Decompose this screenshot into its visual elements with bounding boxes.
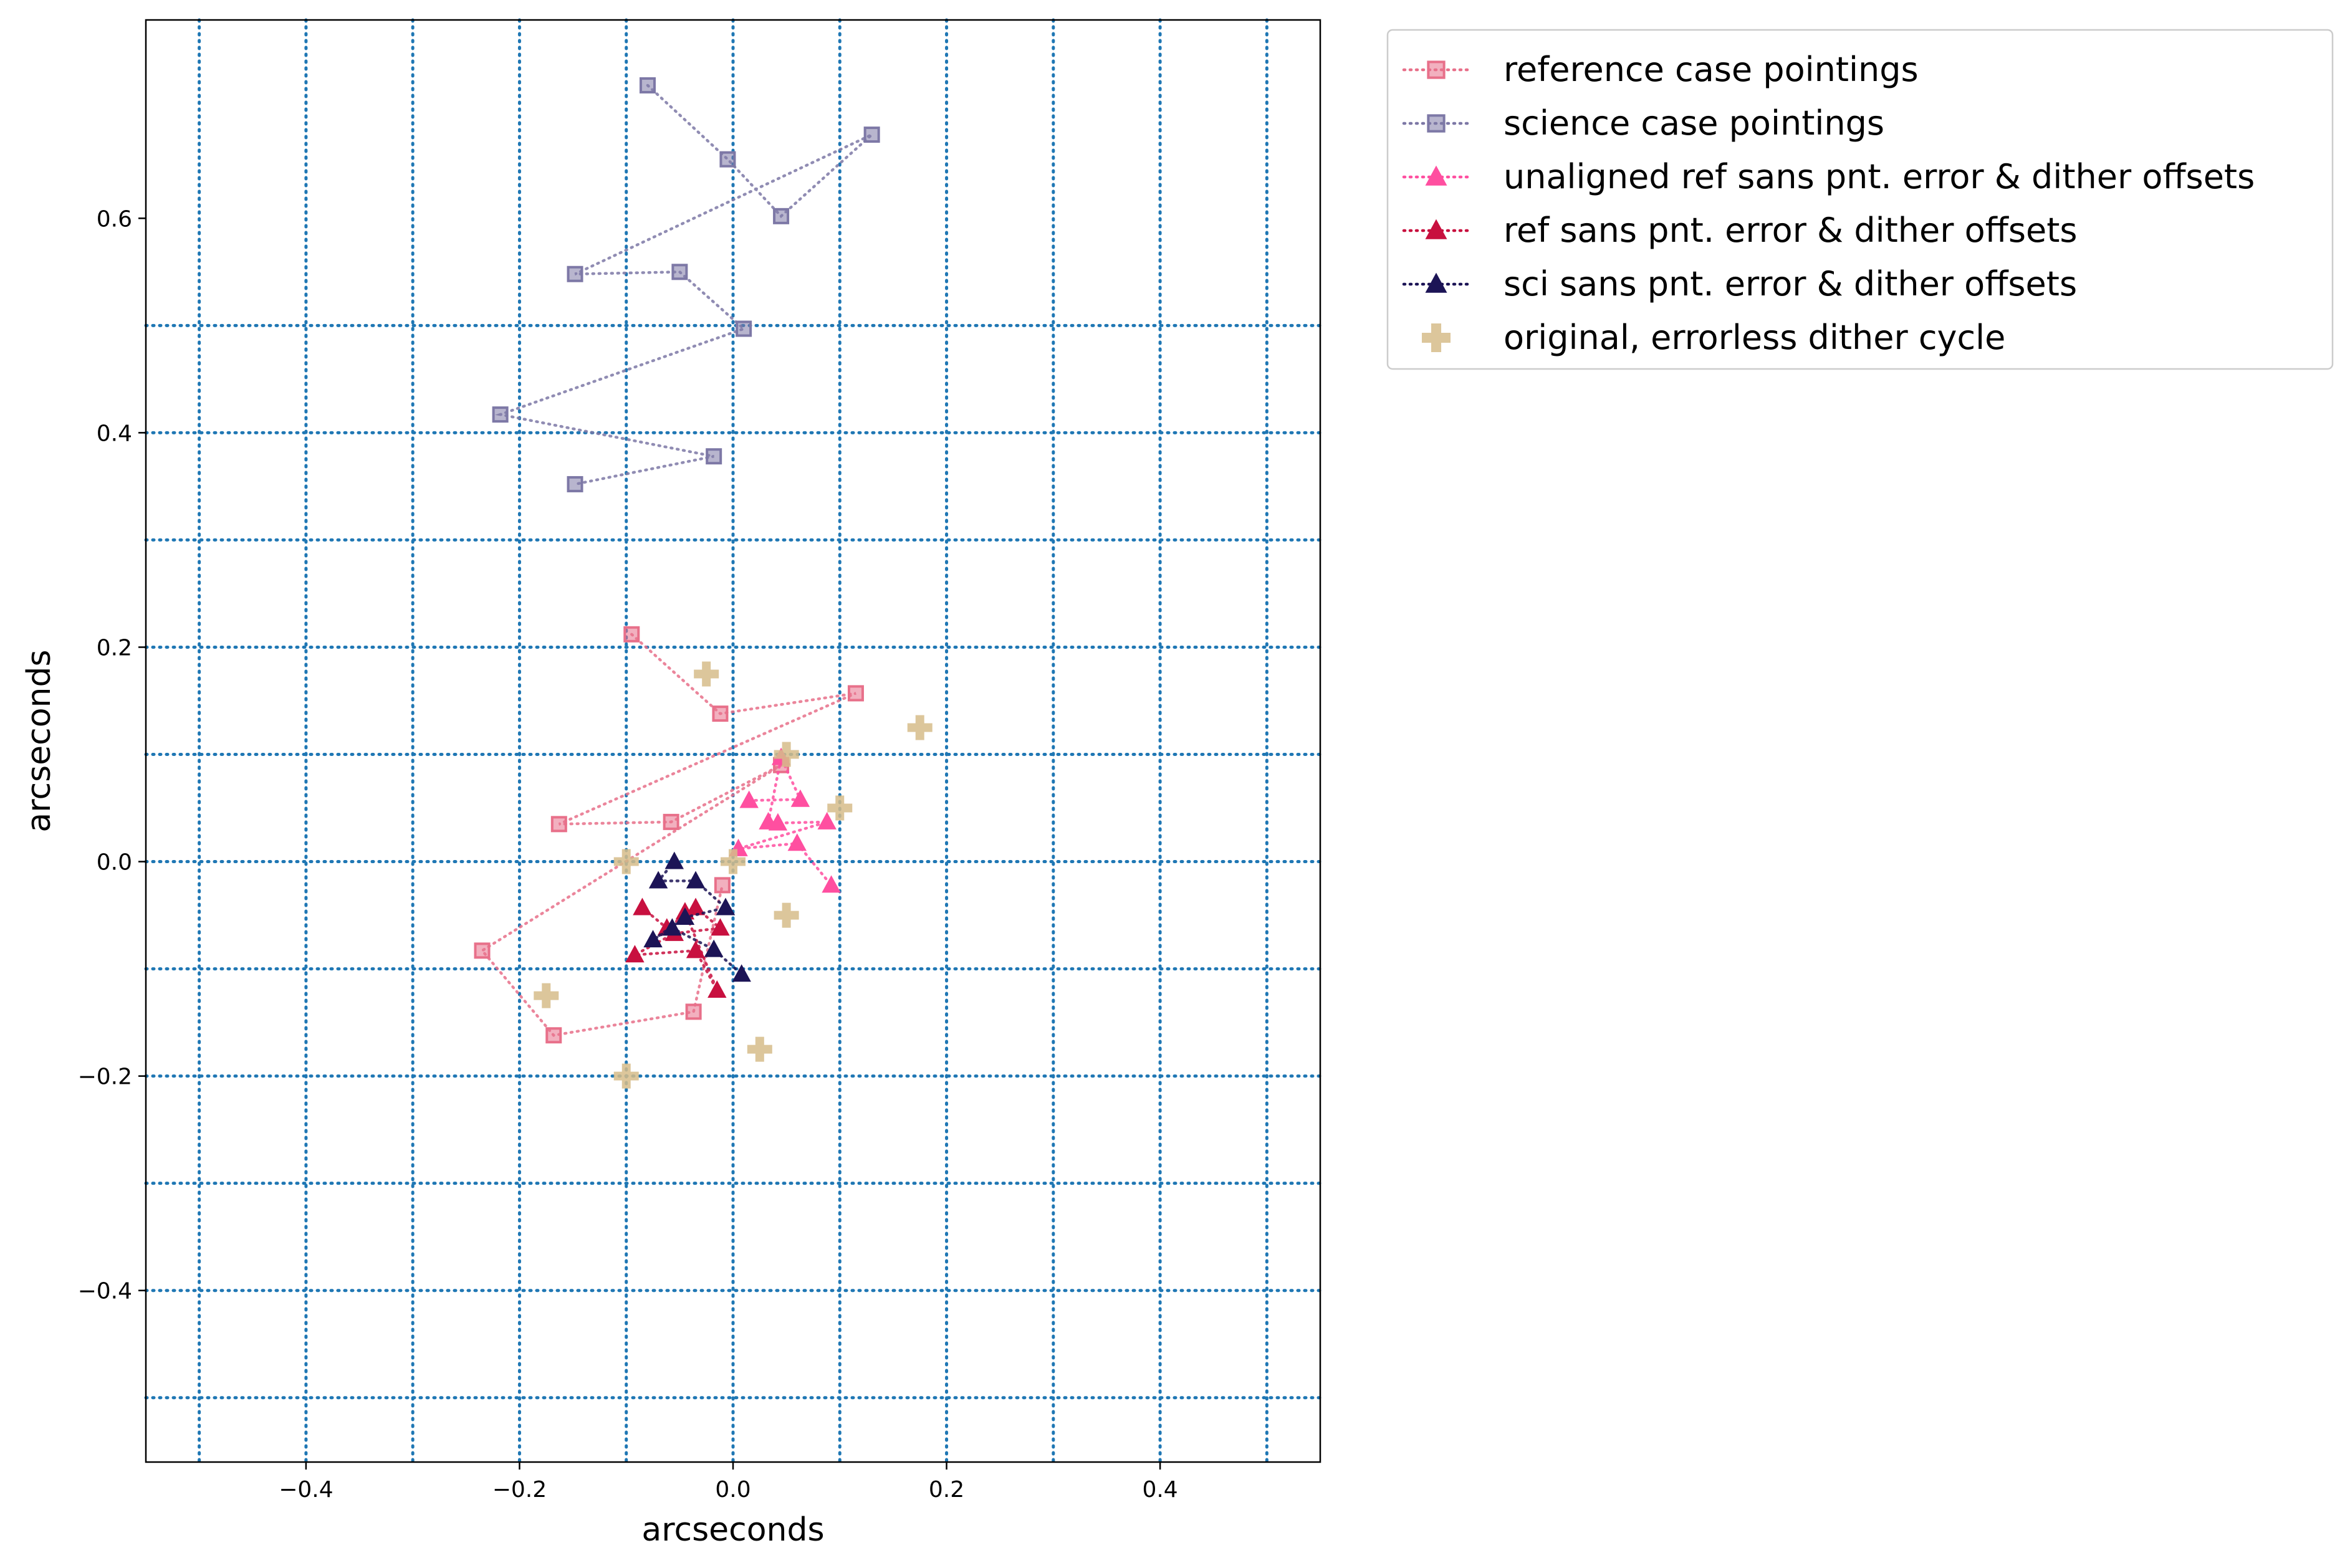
legend-marker [1425,219,1447,239]
legend-item: original, errorless dither cycle [1422,318,2005,357]
y-tick-label: 0.2 [97,635,132,661]
data-point [732,964,751,982]
data-point [736,320,752,337]
data-point [685,1003,702,1020]
legend-label: sci sans pnt. error & dither offsets [1504,264,2077,304]
data-point [686,871,706,889]
data-point [534,983,559,1008]
legend-marker [1427,60,1446,79]
legend-label: unaligned ref sans pnt. error & dither o… [1504,157,2255,196]
legend-label: reference case pointings [1504,50,1919,89]
series-5 [534,661,933,1089]
data-point [790,789,810,807]
data-point [648,871,668,889]
data-point [714,877,731,894]
data-point [567,476,583,492]
grid [144,18,1322,1464]
series-line [480,633,856,1037]
data-point [719,151,736,168]
data-point [747,1036,772,1062]
legend-label: original, errorless dither cycle [1504,318,2005,357]
y-tick-label: −0.4 [78,1279,132,1304]
legend-item: unaligned ref sans pnt. error & dither o… [1402,157,2255,196]
y-tick-label: 0.6 [97,206,132,232]
data-point [787,833,807,851]
data-point [739,790,759,808]
data-point [625,945,645,963]
y-axis-title: arcseconds [21,649,58,832]
plot-area [144,18,1322,1464]
data-point [827,795,853,821]
data-point [774,742,799,767]
series-layer [474,77,933,1089]
data-point [686,897,706,915]
data-point [686,940,706,958]
data-point [716,897,736,915]
legend-marker [1425,165,1447,186]
y-axis: −0.4 −0.2 0.0 0.2 0.4 0.6 [78,206,146,1304]
data-point [704,939,724,957]
data-point [633,897,652,915]
data-point [847,685,864,702]
legend-label: science case pointings [1504,103,1884,143]
data-point [907,715,933,740]
x-tick-label: −0.4 [279,1477,333,1503]
data-point [675,907,695,925]
data-point [613,849,639,874]
legend-marker [1425,272,1447,293]
data-point [706,448,722,465]
x-axis: −0.4 −0.2 0.0 0.2 0.4 [279,1462,1178,1503]
data-point [474,942,491,959]
y-tick-label: −0.2 [78,1064,132,1090]
legend-label: ref sans pnt. error & dither offsets [1504,211,2078,250]
data-point [817,811,837,829]
legend-marker [1422,323,1451,352]
y-tick-label: 0.4 [97,421,132,446]
x-axis-title: arcseconds [641,1511,824,1549]
data-point [663,918,682,936]
data-point [711,918,730,936]
data-point [773,208,790,224]
x-tick-label: −0.2 [492,1477,547,1503]
data-point [664,851,684,869]
data-point [774,902,799,928]
x-tick-label: 0.0 [715,1477,751,1503]
legend-item: ref sans pnt. error & dither offsets [1402,211,2078,250]
data-point [712,705,729,722]
data-point [768,813,788,831]
data-point [492,406,509,423]
data-point [550,816,567,833]
data-point [721,849,746,874]
data-point [822,875,841,893]
data-point [663,813,679,830]
legend-item: sci sans pnt. error & dither offsets [1402,264,2077,304]
series-4 [643,851,751,982]
data-point [643,930,663,948]
legend: reference case pointings science case poi… [1386,29,2334,370]
legend-item: reference case pointings [1402,50,1919,89]
series-1 [492,77,880,492]
data-point [707,980,727,998]
data-point [671,264,688,280]
data-point [545,1027,562,1044]
y-tick-label: 0.0 [97,850,132,876]
x-tick-label: 0.4 [1142,1477,1177,1503]
data-point [567,265,583,282]
x-tick-label: 0.2 [929,1477,964,1503]
data-point [639,77,656,93]
legend-marker [1427,114,1446,133]
data-point [623,626,640,643]
legend-item: science case pointings [1402,103,1884,143]
legend-frame [1386,29,2334,370]
data-point [694,661,719,687]
data-point [863,127,880,143]
data-point [613,1063,639,1089]
